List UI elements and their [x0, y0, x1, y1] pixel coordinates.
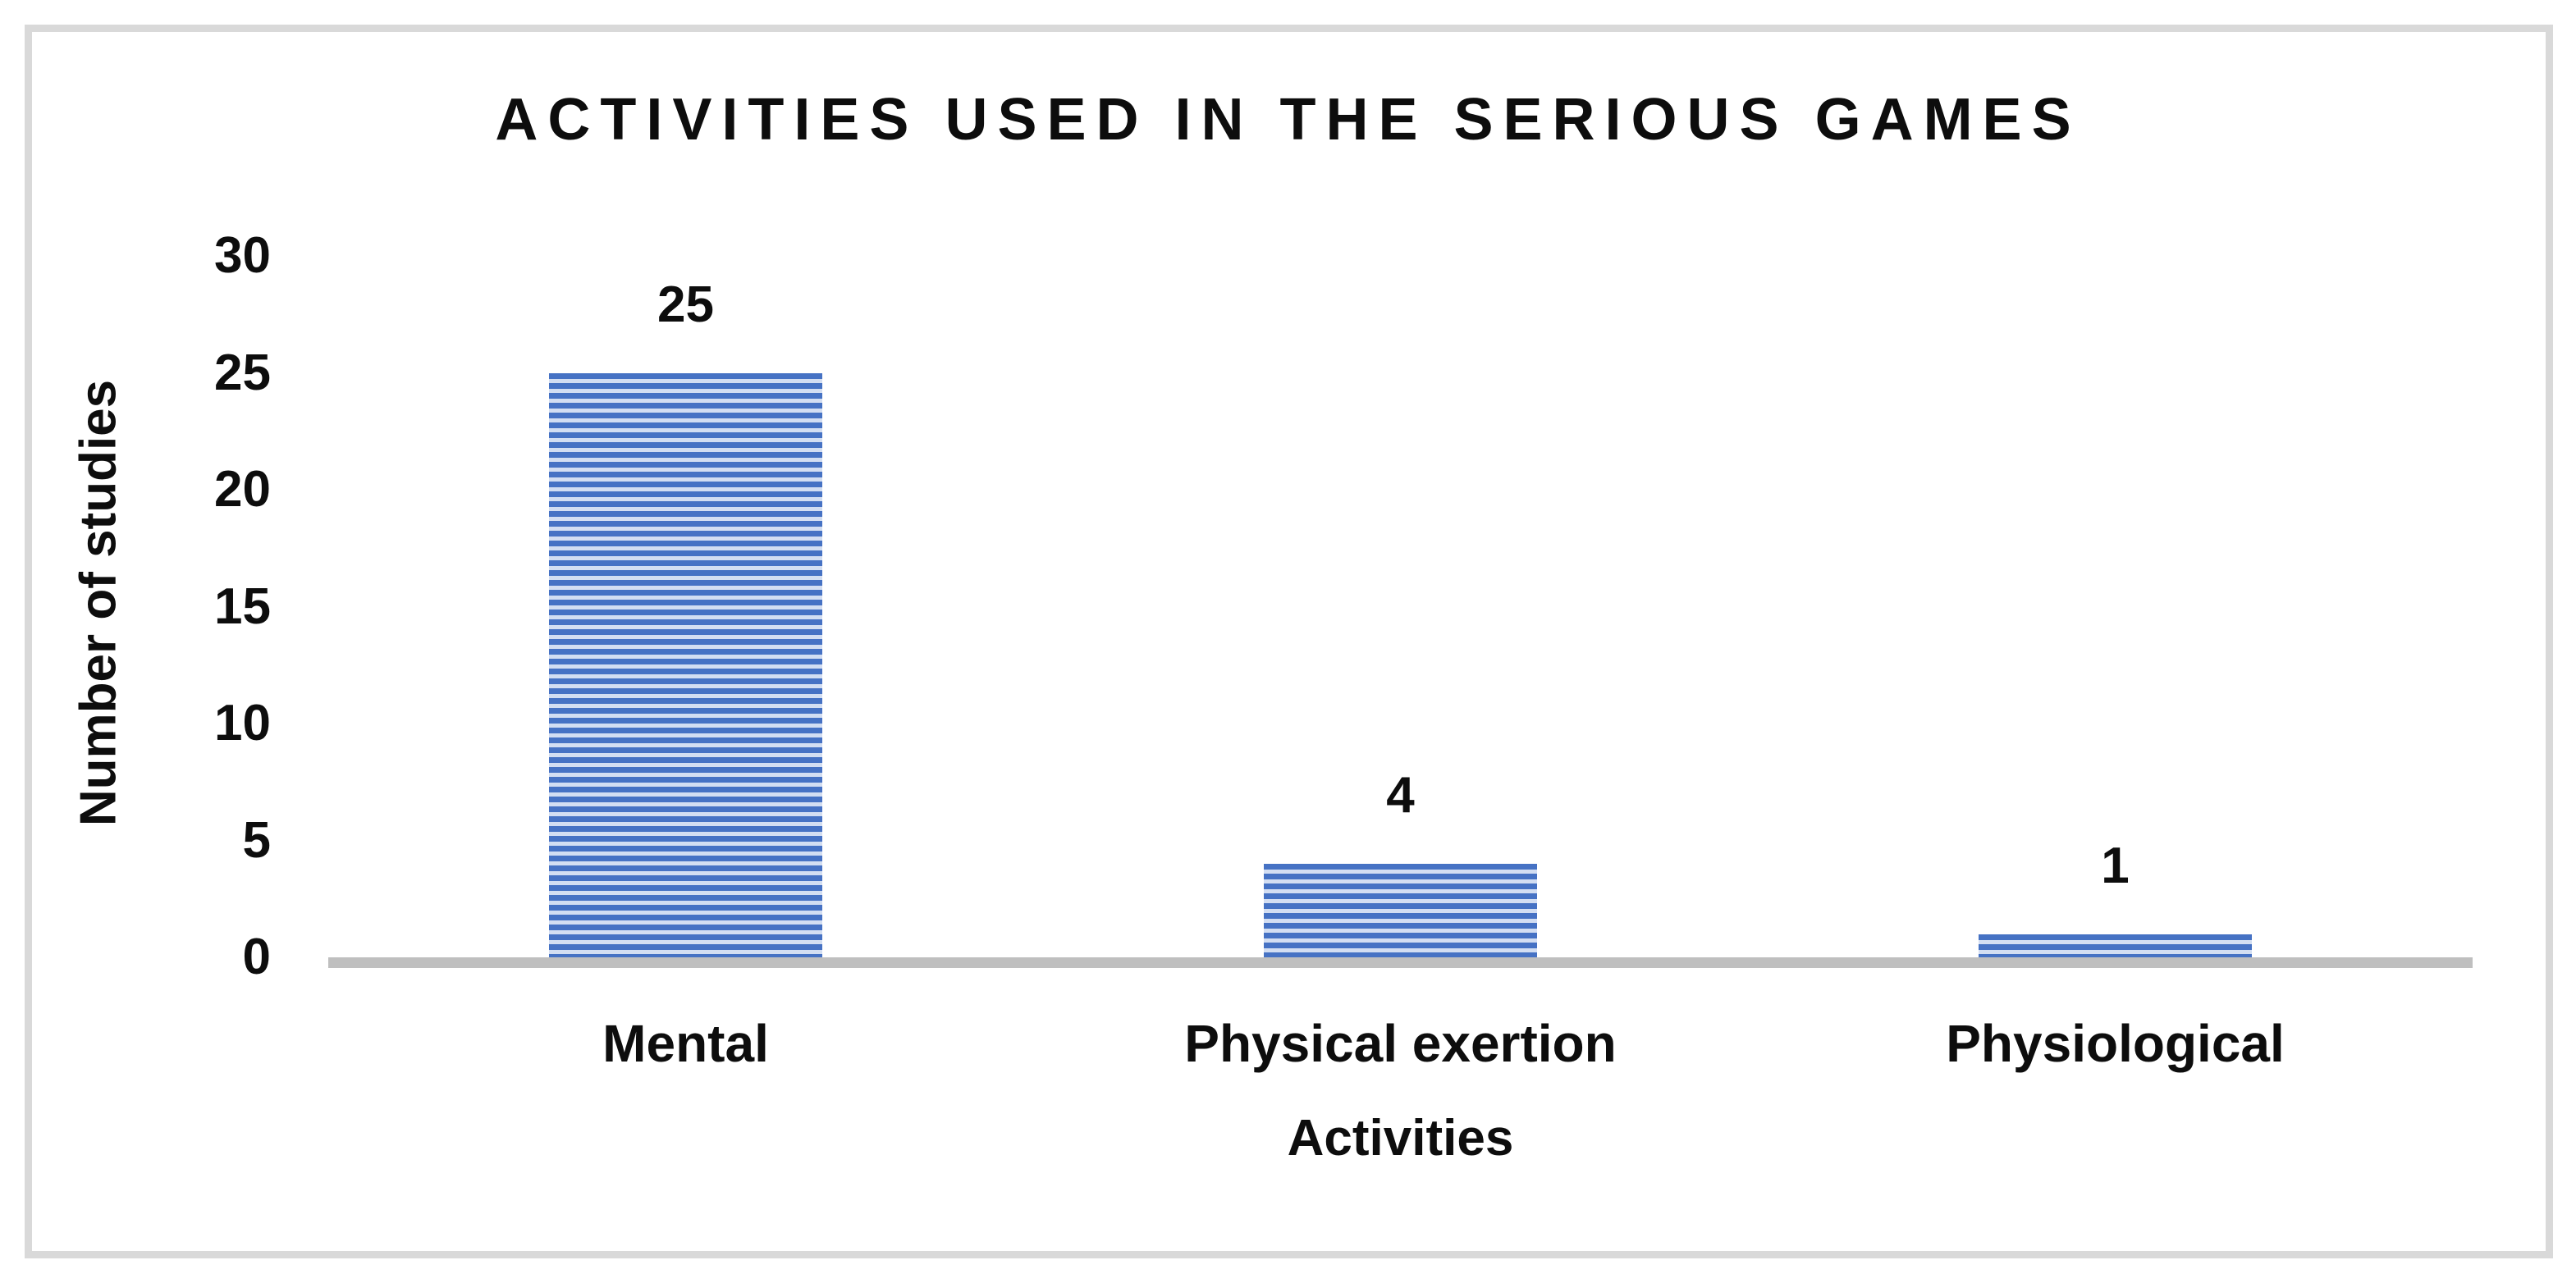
data-label-physiological: 1: [2101, 837, 2130, 894]
y-tick-label-30: 30: [214, 227, 271, 284]
x-axis-line: [328, 957, 2473, 968]
data-label-mental: 25: [657, 276, 714, 333]
x-axis-title: Activities: [1287, 1110, 1514, 1167]
chart-title: ACTIVITIES USED IN THE SERIOUS GAMES: [495, 87, 2081, 153]
category-label-physical-exertion: Physical exertion: [1184, 1014, 1617, 1073]
category-label-mental: Mental: [602, 1014, 769, 1073]
y-tick-label-25: 25: [214, 344, 271, 401]
data-label-physical-exertion: 4: [1386, 767, 1415, 824]
chart-frame-border: [25, 25, 2553, 1258]
y-tick-label-10: 10: [214, 695, 271, 751]
bar-physical-exertion: [1264, 864, 1537, 957]
bar-mental: [549, 372, 822, 957]
bar-physiological: [1979, 934, 2252, 957]
y-tick-label-5: 5: [242, 811, 271, 869]
y-tick-label-15: 15: [214, 578, 271, 635]
category-label-physiological: Physiological: [1946, 1014, 2285, 1073]
y-tick-label-0: 0: [242, 929, 271, 985]
y-tick-label-20: 20: [214, 461, 271, 518]
